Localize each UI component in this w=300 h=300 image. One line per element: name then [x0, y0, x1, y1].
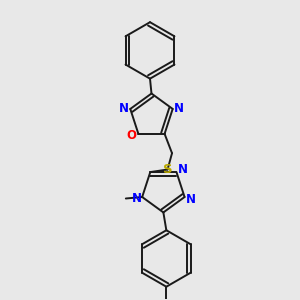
Text: S: S — [163, 163, 172, 176]
Text: N: N — [178, 163, 188, 176]
Text: N: N — [186, 193, 196, 206]
Text: N: N — [174, 102, 184, 116]
Text: O: O — [127, 129, 137, 142]
Text: N: N — [132, 192, 142, 205]
Text: N: N — [119, 102, 129, 116]
